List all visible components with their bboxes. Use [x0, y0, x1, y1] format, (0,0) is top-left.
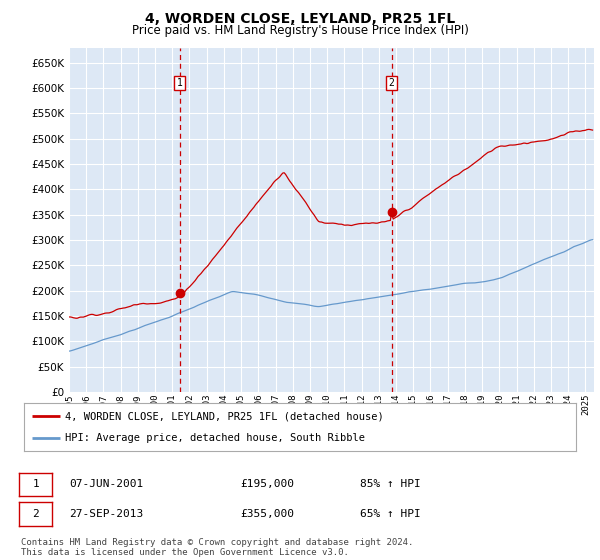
Text: HPI: Average price, detached house, South Ribble: HPI: Average price, detached house, Sout…: [65, 433, 365, 443]
Text: 1: 1: [177, 78, 183, 88]
Text: 1: 1: [32, 479, 39, 489]
Text: 4, WORDEN CLOSE, LEYLAND, PR25 1FL (detached house): 4, WORDEN CLOSE, LEYLAND, PR25 1FL (deta…: [65, 411, 384, 421]
Text: 2: 2: [389, 78, 395, 88]
Text: 2: 2: [32, 509, 39, 519]
Text: 07-JUN-2001: 07-JUN-2001: [69, 479, 143, 489]
Text: 4, WORDEN CLOSE, LEYLAND, PR25 1FL: 4, WORDEN CLOSE, LEYLAND, PR25 1FL: [145, 12, 455, 26]
Text: £355,000: £355,000: [240, 509, 294, 519]
Text: 85% ↑ HPI: 85% ↑ HPI: [360, 479, 421, 489]
Text: 65% ↑ HPI: 65% ↑ HPI: [360, 509, 421, 519]
Text: 27-SEP-2013: 27-SEP-2013: [69, 509, 143, 519]
Text: Price paid vs. HM Land Registry's House Price Index (HPI): Price paid vs. HM Land Registry's House …: [131, 24, 469, 36]
Text: £195,000: £195,000: [240, 479, 294, 489]
Text: Contains HM Land Registry data © Crown copyright and database right 2024.
This d: Contains HM Land Registry data © Crown c…: [21, 538, 413, 557]
